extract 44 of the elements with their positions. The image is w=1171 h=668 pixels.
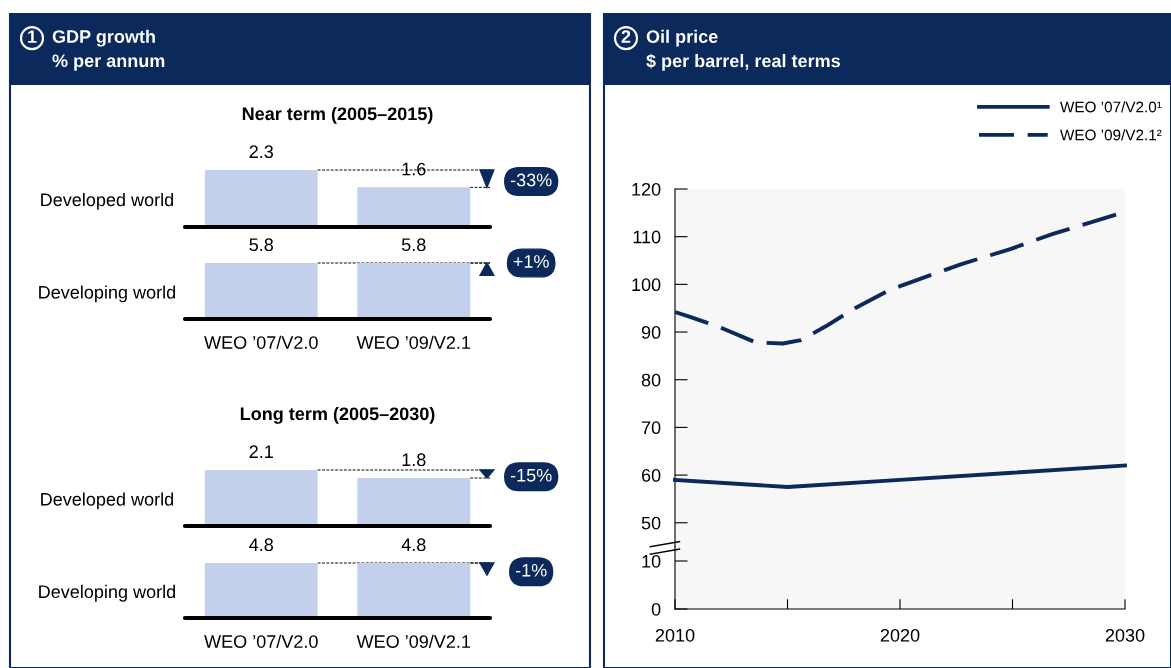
data-label: 1.8	[402, 453, 426, 467]
y-tick-label: 60	[641, 469, 661, 482]
x-tick-label: 2010	[655, 628, 695, 642]
y-tick-label: 110	[633, 230, 661, 244]
y-tick-label: 90	[641, 325, 661, 339]
x-tick-label: WEO ’07/V2.0	[204, 335, 318, 349]
chart-title: Near term (2005–2015)	[242, 106, 433, 124]
text: 2	[621, 30, 631, 43]
y-axis-title: Developing world	[39, 584, 176, 602]
text: 1	[28, 30, 37, 43]
text: -15%	[510, 468, 552, 482]
chart-title: Long term (2005–2030)	[240, 406, 435, 424]
legend-label: WEO ’09/V2.1²	[1060, 129, 1162, 141]
data-label: 4.8	[401, 538, 426, 552]
y-tick-label: 100	[632, 278, 661, 292]
legend-label: WEO ’07/V2.0¹	[1060, 101, 1162, 113]
x-tick-label: WEO ’07/V2.0	[204, 634, 318, 648]
text: +1%	[513, 255, 549, 268]
x-tick-label: WEO ’09/V2.1	[356, 634, 471, 648]
chart-subtitle: $ per barrel, real terms	[646, 53, 840, 71]
data-label: 4.8	[249, 538, 274, 552]
y-tick-label: 0	[651, 602, 661, 616]
y-tick-label: 120	[632, 182, 661, 196]
text: % per annum	[52, 54, 165, 71]
text: -1%	[515, 563, 547, 577]
data-label: 2.3	[249, 145, 274, 159]
y-tick-label: 10	[642, 554, 661, 568]
y-tick-label: 50	[641, 516, 661, 530]
data-label: 5.8	[401, 238, 426, 252]
data-label: 5.8	[249, 238, 274, 252]
y-tick-label: 70	[641, 421, 661, 435]
text: -33%	[510, 173, 552, 187]
line-series	[673, 463, 1127, 489]
text: GDP growth	[52, 29, 155, 47]
y-axis-title: Developing world	[39, 285, 176, 303]
data-label: 1.6	[402, 162, 426, 176]
data-label: 2.1	[249, 445, 273, 458]
x-tick-label: 2020	[880, 628, 920, 642]
y-tick-label: 80	[641, 373, 661, 387]
x-tick-label: WEO ’09/V2.1	[356, 335, 471, 349]
y-axis-title: Developed world	[41, 192, 174, 210]
x-tick-label: 2030	[1105, 628, 1145, 642]
chart-title: Oil price	[646, 29, 718, 47]
y-axis-title: Developed world	[41, 492, 174, 510]
